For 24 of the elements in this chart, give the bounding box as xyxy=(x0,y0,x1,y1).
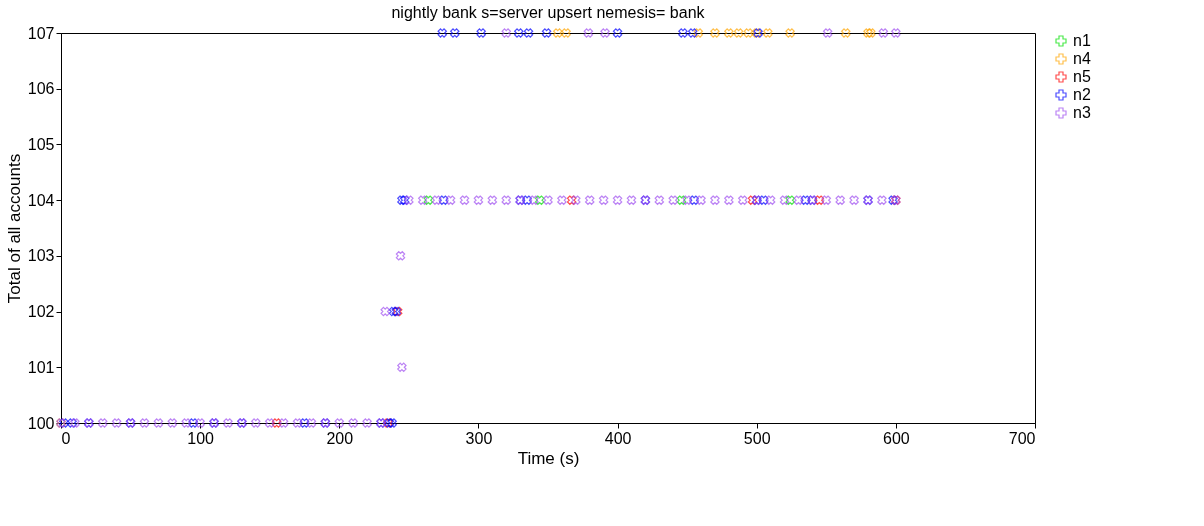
y-axis-title: Total of all accounts xyxy=(4,153,24,304)
legend-label: n1 xyxy=(1073,32,1091,49)
x-tick-label: 200 xyxy=(326,429,354,447)
y-tick-label: 100 xyxy=(27,414,55,432)
y-tick-label: 103 xyxy=(27,247,55,265)
x-tick-label: 600 xyxy=(883,429,910,447)
x-tick-label: 0 xyxy=(61,429,71,447)
legend-label: n4 xyxy=(1073,50,1091,67)
legend-label: n3 xyxy=(1073,104,1091,121)
x-axis-title: Time (s) xyxy=(517,448,580,468)
y-tick-label: 107 xyxy=(27,24,55,42)
y-tick-label: 101 xyxy=(27,358,55,376)
legend-label: n2 xyxy=(1073,86,1091,103)
y-tick-label: 106 xyxy=(27,80,55,98)
y-tick-label: 105 xyxy=(27,135,55,153)
x-tick-label: 400 xyxy=(604,429,632,447)
y-tick-label: 104 xyxy=(27,191,55,209)
x-tick-label: 500 xyxy=(743,429,771,447)
x-tick-label: 300 xyxy=(465,429,493,447)
x-tick-label: 100 xyxy=(187,429,215,447)
x-tick-label: 700 xyxy=(1008,429,1036,447)
legend-label: n5 xyxy=(1073,68,1091,85)
y-tick-label: 102 xyxy=(27,303,55,321)
chart-title: nightly bank s=server upsert nemesis= bank xyxy=(391,4,706,21)
